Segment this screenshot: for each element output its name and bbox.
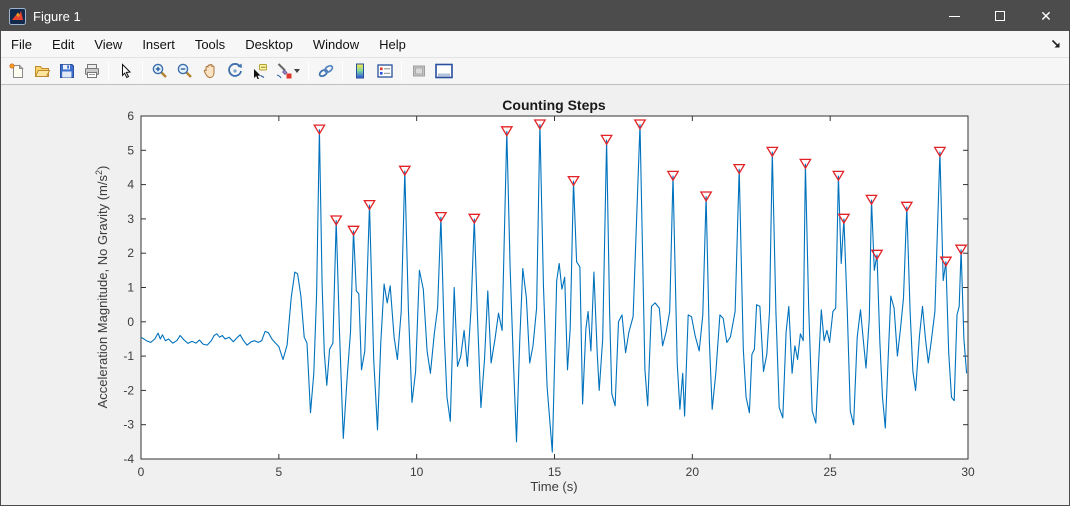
svg-text:-1: -1 xyxy=(123,349,134,363)
printer-icon xyxy=(84,64,99,78)
data-cursor-icon xyxy=(253,64,267,79)
pan-hand-icon xyxy=(203,64,214,79)
svg-text:-2: -2 xyxy=(123,383,134,397)
menu-view[interactable]: View xyxy=(94,36,123,52)
svg-text:5: 5 xyxy=(275,465,282,479)
toolbar-separator xyxy=(108,61,109,81)
svg-text:-4: -4 xyxy=(123,452,134,466)
insert-colorbar-button[interactable] xyxy=(347,59,372,83)
rotate-3d-icon xyxy=(227,63,242,77)
svg-text:25: 25 xyxy=(823,465,837,479)
toolbar-separator xyxy=(401,61,402,81)
brush-dropdown-caret[interactable] xyxy=(293,69,300,73)
new-figure-button[interactable] xyxy=(4,59,29,83)
save-icon xyxy=(59,64,74,78)
rotate-3d-button[interactable] xyxy=(222,59,247,83)
axes-box xyxy=(140,115,969,460)
minimize-icon xyxy=(948,15,960,17)
menu-edit[interactable]: Edit xyxy=(51,36,75,52)
hide-plot-tools-icon xyxy=(412,65,425,77)
insert-legend-button[interactable] xyxy=(372,59,397,83)
print-figure-button[interactable] xyxy=(79,59,104,83)
svg-text:4: 4 xyxy=(127,178,134,192)
open-folder-icon xyxy=(34,66,50,77)
brush-data-button[interactable] xyxy=(272,59,304,83)
link-chain-icon xyxy=(318,64,333,78)
new-figure-icon xyxy=(9,63,24,78)
chart-title: Counting Steps xyxy=(502,97,606,113)
close-icon: ✕ xyxy=(1040,8,1052,24)
toolbar-separator xyxy=(308,61,309,81)
plot-area[interactable]: 0 5 10 15 20 25 30 -4 -3 -2 -1 0 1 2 3 4 5 6 xyxy=(1,87,1070,506)
menu-desktop[interactable]: Desktop xyxy=(245,36,293,52)
svg-text:20: 20 xyxy=(686,465,700,479)
brush-icon xyxy=(276,63,291,79)
svg-text:10: 10 xyxy=(410,465,424,479)
zoom-in-button[interactable] xyxy=(147,59,172,83)
svg-text:0: 0 xyxy=(138,465,145,479)
toolbar-separator xyxy=(342,61,343,81)
figure-canvas: 0 5 10 15 20 25 30 -4 -3 -2 -1 0 1 2 3 4 5 6 Counting Ste… xyxy=(1,87,1070,506)
maximize-button[interactable] xyxy=(977,1,1023,31)
svg-text:1: 1 xyxy=(127,281,134,295)
hide-plot-tools-button xyxy=(406,59,431,83)
peak-markers xyxy=(313,119,968,268)
x-axis-label: Time (s) xyxy=(530,479,578,494)
titlebar: Figure 1 ✕ xyxy=(1,1,1069,31)
menu-insert[interactable]: Insert xyxy=(142,36,175,52)
matlab-logo-icon xyxy=(9,7,26,25)
pan-button[interactable] xyxy=(197,59,222,83)
svg-text:2: 2 xyxy=(127,246,134,260)
link-plot-button[interactable] xyxy=(313,59,338,83)
menu-tools[interactable]: Tools xyxy=(194,36,226,52)
svg-text:5: 5 xyxy=(127,143,134,157)
svg-text:-3: -3 xyxy=(123,418,134,432)
svg-text:3: 3 xyxy=(127,212,134,226)
dock-arrow-icon[interactable] xyxy=(1050,38,1062,50)
menubar: File Edit View Insert Tools Desktop Wind… xyxy=(1,31,1069,58)
menu-help[interactable]: Help xyxy=(379,36,406,52)
figure-toolbar xyxy=(1,58,1069,85)
minimize-button[interactable] xyxy=(931,1,977,31)
svg-text:15: 15 xyxy=(548,465,562,479)
svg-text:30: 30 xyxy=(961,465,975,479)
acceleration-signal-line xyxy=(140,124,968,453)
menu-window[interactable]: Window xyxy=(312,36,360,52)
close-button[interactable]: ✕ xyxy=(1023,1,1069,31)
data-cursor-button[interactable] xyxy=(247,59,272,83)
zoom-out-icon xyxy=(177,63,192,78)
edit-plot-button[interactable] xyxy=(113,59,138,83)
maximize-icon xyxy=(995,11,1005,21)
y-axis-label: Acceleration Magnitude, No Gravity (m/s2… xyxy=(93,165,111,409)
open-file-button[interactable] xyxy=(29,59,54,83)
colorbar-icon xyxy=(355,63,364,79)
zoom-in-icon xyxy=(152,63,167,78)
window-title: Figure 1 xyxy=(33,8,81,24)
menu-file[interactable]: File xyxy=(11,36,32,52)
pointer-arrow-icon xyxy=(121,63,131,79)
axis-ticks xyxy=(140,115,969,460)
toolbar-separator xyxy=(142,61,143,81)
svg-text:0: 0 xyxy=(127,315,134,329)
svg-text:6: 6 xyxy=(127,109,134,123)
save-figure-button[interactable] xyxy=(54,59,79,83)
show-plot-tools-dock-button[interactable] xyxy=(431,59,456,83)
zoom-out-button[interactable] xyxy=(172,59,197,83)
legend-icon xyxy=(376,64,393,78)
axis-tick-labels: 0 5 10 15 20 25 30 -4 -3 -2 -1 0 1 2 3 4 5 6 xyxy=(123,109,975,479)
plot-tools-dock-icon xyxy=(434,63,453,79)
